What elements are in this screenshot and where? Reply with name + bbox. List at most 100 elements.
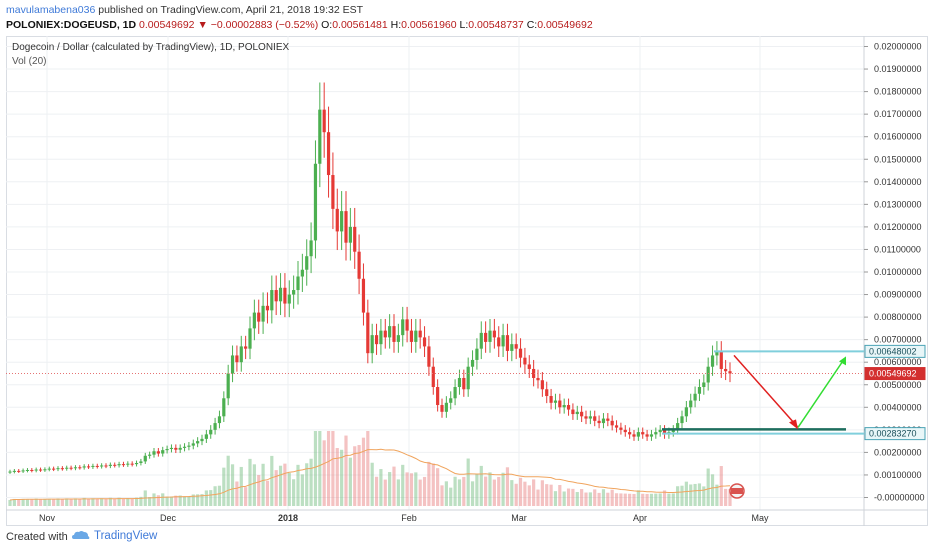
candle-body xyxy=(440,405,444,412)
volume-bar xyxy=(283,463,287,506)
candle-body xyxy=(405,319,409,331)
volume-bar xyxy=(108,497,112,506)
candle-body xyxy=(318,109,322,164)
candle-body xyxy=(558,400,562,408)
candle-body xyxy=(484,332,488,342)
candle-body xyxy=(313,163,318,241)
volume-bar xyxy=(305,463,309,506)
candle-body xyxy=(645,434,649,437)
volume-bar xyxy=(440,485,444,506)
price-tick-label: 0.00700000 xyxy=(874,335,922,345)
candle-body xyxy=(610,420,614,426)
chart-title: Dogecoin / Dollar (calculated by Trading… xyxy=(12,42,290,53)
volume-bar xyxy=(588,492,592,506)
volume-bar xyxy=(654,493,658,506)
volume-bar xyxy=(645,493,649,506)
candle-body xyxy=(532,368,536,378)
volume-bar xyxy=(396,479,400,506)
candle-body xyxy=(693,393,697,401)
volume-bar xyxy=(357,445,361,506)
volume-bar xyxy=(222,467,226,506)
volume-bar xyxy=(25,499,30,506)
candle-body xyxy=(457,377,462,388)
volume-bar xyxy=(348,457,352,506)
last-price: 0.00549692 xyxy=(139,19,195,31)
candle-body xyxy=(715,351,719,356)
price-tick-label: -0.00000000 xyxy=(874,493,925,503)
candle-body xyxy=(226,373,230,399)
candle-body xyxy=(444,402,448,412)
candle-body xyxy=(100,465,104,467)
volume-bar xyxy=(353,446,357,506)
candle-body xyxy=(209,429,213,435)
candle-body xyxy=(60,468,64,470)
volume-bar xyxy=(12,498,16,506)
chart-panel[interactable] xyxy=(6,36,928,526)
candle-body xyxy=(614,425,619,428)
candle-body xyxy=(257,312,261,322)
candle-body xyxy=(34,469,38,471)
volume-bar xyxy=(313,431,318,506)
volume-indicator-label[interactable]: Vol (20) xyxy=(12,56,47,67)
volume-bar xyxy=(182,496,187,506)
candle-body xyxy=(658,429,662,433)
up-arrow-line[interactable] xyxy=(797,358,845,428)
time-tick-label: Mar xyxy=(511,513,527,523)
volume-bar xyxy=(457,479,462,506)
volume-bar xyxy=(684,481,688,506)
price-tick-label: 0.00100000 xyxy=(874,470,922,480)
price-tick-label: 0.00200000 xyxy=(874,447,922,457)
candle-body xyxy=(501,335,505,347)
down-arrow-line[interactable] xyxy=(733,354,799,428)
candle-body xyxy=(182,446,187,448)
volume-bar xyxy=(230,464,235,506)
tradingview-logo[interactable]: TradingView xyxy=(72,530,157,542)
candle-body xyxy=(204,434,208,439)
candle-body xyxy=(370,335,374,354)
candle-body xyxy=(361,278,366,313)
candle-body xyxy=(82,466,86,468)
candle-body xyxy=(466,366,470,390)
volume-bar xyxy=(414,472,418,506)
candle-body xyxy=(689,400,693,408)
volume-bar xyxy=(689,484,693,506)
candle-body xyxy=(697,387,702,394)
volume-bar xyxy=(597,492,601,506)
volume-bar xyxy=(200,494,204,506)
candle-body xyxy=(654,432,658,435)
candle-body xyxy=(571,409,575,415)
price-tick-label: 0.00400000 xyxy=(874,402,922,412)
volume-bar xyxy=(422,476,427,506)
tradingview-cloud-icon xyxy=(72,531,90,540)
volume-bar xyxy=(17,499,21,506)
volume-bar xyxy=(492,479,496,506)
volume-bar xyxy=(217,485,222,506)
candle-body xyxy=(108,464,112,466)
candle-body xyxy=(427,346,431,367)
volume-bar xyxy=(527,485,531,506)
volume-bar xyxy=(95,498,99,506)
volume-bar xyxy=(34,498,38,506)
candle-body xyxy=(292,290,296,295)
candle-body xyxy=(566,405,571,410)
volume-bar xyxy=(139,496,143,506)
candle-body xyxy=(414,330,418,342)
candle-body xyxy=(169,447,174,450)
volume-bar xyxy=(56,498,60,506)
candle-body xyxy=(475,348,479,360)
candle-body xyxy=(514,344,518,349)
volume-bar xyxy=(466,458,470,506)
author-link[interactable]: mavulamabena036 xyxy=(6,4,96,16)
volume-bar xyxy=(715,484,719,506)
volume-bar xyxy=(584,492,588,506)
chart-header: mavulamabena036 published on TradingView… xyxy=(0,0,932,34)
up-arrowhead-icon xyxy=(839,356,846,366)
volume-bar xyxy=(710,474,715,506)
symbol-label[interactable]: POLONIEX:DOGEUSD, 1D xyxy=(6,19,137,31)
volume-bar xyxy=(475,473,479,506)
volume-bar xyxy=(383,479,387,506)
footer: Created with TradingView xyxy=(0,526,932,550)
volume-bar xyxy=(8,499,12,506)
price-chart[interactable]: 0.02000000 0.01900000 0.01800000 0.01700000… xyxy=(6,36,928,526)
candle-body xyxy=(235,355,239,363)
